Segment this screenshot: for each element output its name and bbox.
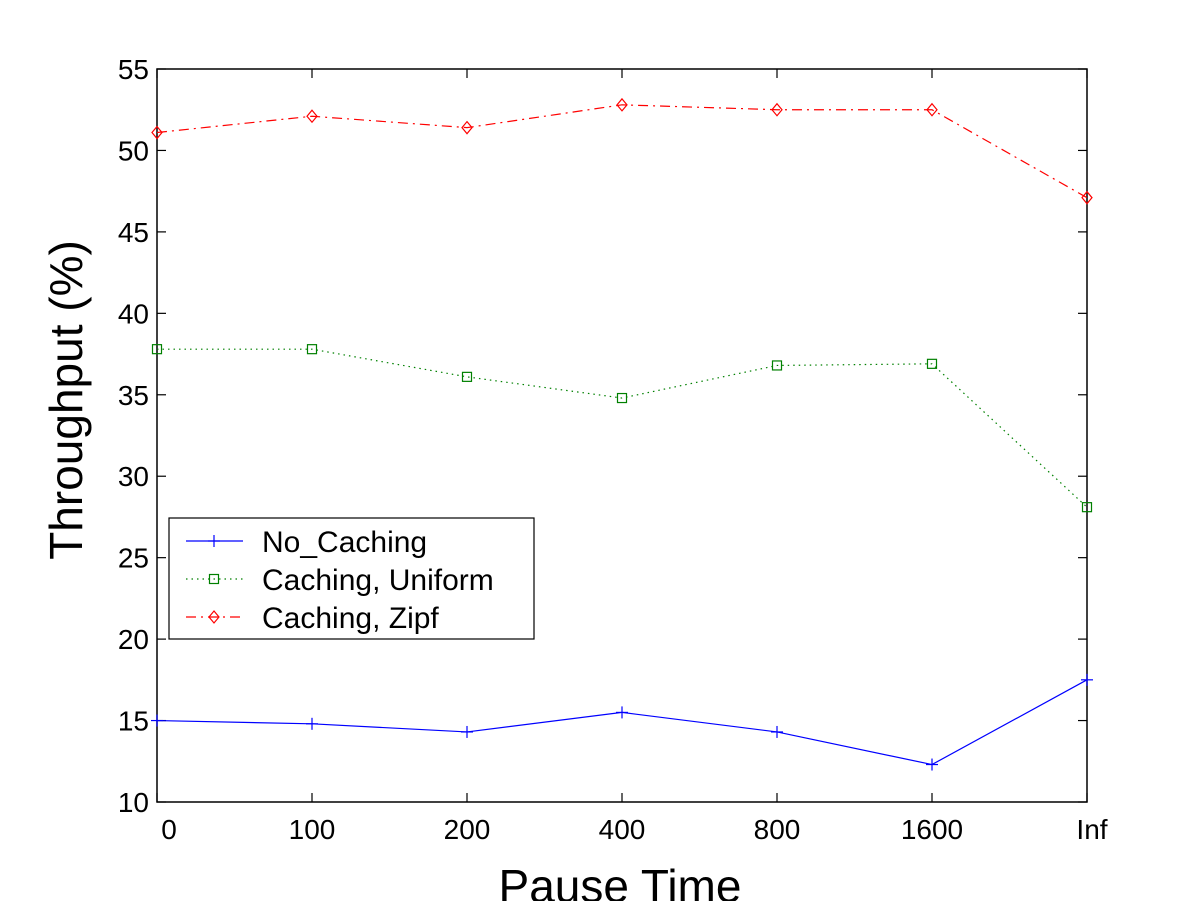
series-markers (151, 97, 1093, 771)
data-point (771, 725, 783, 738)
legend-label: No_Caching (262, 526, 427, 559)
data-point (1081, 673, 1093, 686)
data-point (151, 344, 163, 355)
legend-label: Caching, Uniform (262, 564, 494, 597)
data-point (461, 371, 473, 382)
y-tick-label: 55 (118, 54, 149, 85)
legend-box (168, 517, 535, 640)
data-point (771, 360, 783, 371)
series-line (157, 348, 1088, 508)
data-point (926, 102, 938, 117)
y-tick-label: 35 (118, 380, 149, 411)
y-tick-label: 15 (118, 706, 149, 737)
data-point (461, 725, 473, 738)
y-tick-label: 30 (118, 461, 149, 492)
x-tick-label: 800 (754, 814, 801, 845)
data-point (1081, 502, 1093, 513)
x-tick-label: 0 (161, 814, 177, 845)
x-axis-title: Pause Time (499, 860, 742, 901)
data-point (771, 102, 783, 117)
data-point (461, 120, 473, 135)
data-point (306, 344, 318, 355)
y-tick-label: 10 (118, 787, 149, 818)
x-tick-label: 200 (444, 814, 491, 845)
legend-marker (208, 610, 220, 624)
legend: No_Caching Caching, Uniform Caching, Zipf (168, 517, 535, 640)
x-tick-label: 400 (599, 814, 646, 845)
plot-area (156, 68, 1088, 803)
y-tick-label: 45 (118, 217, 149, 248)
x-tick-label: 1600 (901, 814, 963, 845)
series-line (156, 104, 1088, 199)
data-point (306, 717, 318, 730)
legend-label: Caching, Zipf (262, 602, 439, 635)
data-point (151, 125, 163, 140)
x-axis: 0 100 200 400 800 1600 Inf (156, 69, 1108, 845)
y-tick-label: 20 (118, 624, 149, 655)
data-point (306, 109, 318, 124)
data-point (151, 714, 163, 727)
legend-marker (208, 573, 220, 585)
x-tick-label: 100 (289, 814, 336, 845)
y-axis-title: Throughput (%) (40, 240, 92, 560)
data-point (616, 392, 628, 404)
y-tick-label: 40 (118, 298, 149, 329)
data-point (926, 758, 938, 771)
y-tick-label: 50 (118, 135, 149, 166)
y-tick-label: 25 (118, 543, 149, 574)
data-point (1081, 190, 1093, 205)
x-tick-label: Inf (1076, 814, 1107, 845)
data-point (616, 97, 628, 112)
y-axis: 10 15 20 25 30 35 40 45 50 55 (118, 54, 1087, 818)
data-point (616, 706, 628, 719)
legend-marker (208, 535, 220, 547)
data-point (926, 358, 938, 369)
